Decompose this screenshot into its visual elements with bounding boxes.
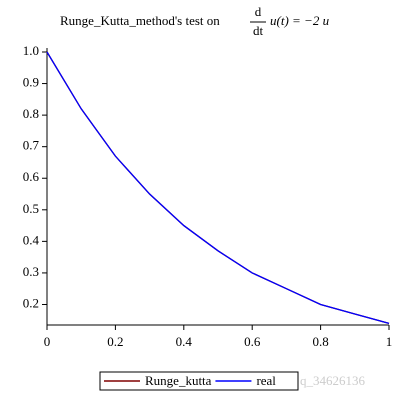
- y-tick-label: 0.5: [23, 201, 39, 216]
- legend-label: real: [256, 373, 276, 388]
- series-line: [46, 51, 390, 325]
- y-tick-label: 0.7: [23, 138, 40, 153]
- y-tick-label: 0.6: [23, 169, 40, 184]
- legend-box: [99, 371, 299, 391]
- series-line: [46, 51, 390, 325]
- watermark: q_34626136: [300, 373, 366, 388]
- y-tick-label: 0.8: [23, 106, 39, 121]
- title-denominator: dt: [253, 23, 264, 38]
- x-tick-label: 0.4: [176, 334, 193, 349]
- y-tick-label: 0.4: [23, 232, 40, 247]
- title-numerator: d: [255, 4, 262, 19]
- x-tick-label: 1: [386, 334, 393, 349]
- x-tick-label: 0.8: [312, 334, 328, 349]
- y-tick-label: 1.0: [23, 43, 39, 58]
- legend-label: Runge_kutta: [145, 373, 212, 388]
- x-tick-label: 0.6: [244, 334, 261, 349]
- y-tick-label: 0.3: [23, 264, 39, 279]
- y-tick-label: 0.2: [23, 295, 39, 310]
- title-prefix: Runge_Kutta_method's test on: [60, 13, 220, 28]
- x-tick-label: 0.2: [107, 334, 123, 349]
- x-tick-label: 0: [44, 334, 51, 349]
- y-tick-label: 0.9: [23, 75, 39, 90]
- title-suffix: u(t) = −2 u: [270, 13, 330, 28]
